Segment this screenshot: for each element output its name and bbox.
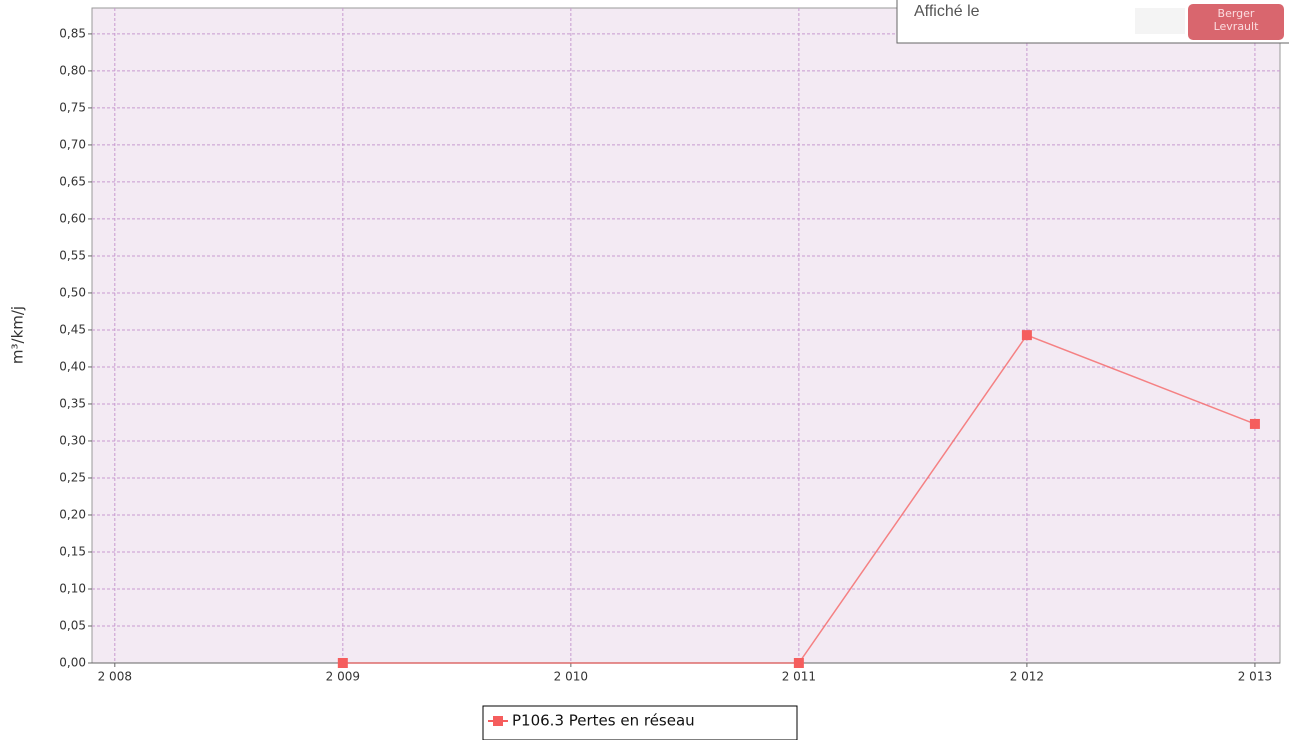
legend: P106.3 Pertes en réseau [482,705,798,740]
y-tick-label: 0,05 [59,618,86,632]
overlay: Affiché le Berger Levrault [896,0,1289,44]
overlay-label: Affiché le [914,3,980,20]
legend-swatch [493,716,503,726]
input-field[interactable] [1135,8,1185,34]
y-tick-label: 0,25 [59,470,86,484]
data-point [1021,330,1032,341]
plot-area [91,7,1281,664]
legend-label: P106.3 Pertes en réseau [512,712,695,730]
y-tick-label: 0,75 [59,100,86,114]
x-tick-label: 2 011 [782,670,816,684]
y-tick-label: 0,85 [59,26,86,40]
x-tick-label: 2 013 [1238,670,1272,684]
y-tick-label: 0,80 [59,63,86,77]
legend-box [482,705,798,740]
y-axis-label: m³/km/j [9,306,27,364]
y-tick-label: 0,30 [59,433,86,447]
x-tick-label: 2 008 [98,670,132,684]
y-tick-label: 0,45 [59,322,86,336]
x-tick-label: 2 010 [554,670,588,684]
logo [1188,4,1284,40]
logo-text: Levrault [1214,20,1260,33]
y-tick-label: 0,35 [59,396,86,410]
y-tick-label: 0,10 [59,581,86,595]
logo-text: Berger [1218,7,1255,20]
series-line [342,334,1256,664]
data-point [793,658,804,668]
y-tick-label: 0,65 [59,174,86,188]
y-tick-label: 0,55 [59,248,86,262]
x-tick-label: 2 009 [326,670,360,684]
y-tick-label: 0,40 [59,359,86,373]
y-tick-label: 0,60 [59,211,86,225]
y-tick-label: 0,20 [59,507,86,521]
data-point [1249,418,1260,429]
y-tick-label: 0,50 [59,285,86,299]
data-point [337,658,348,668]
y-tick-label: 0,00 [59,656,86,670]
x-tick-label: 2 012 [1010,670,1044,684]
y-tick-label: 0,15 [59,544,86,558]
y-tick-label: 0,70 [59,137,86,151]
